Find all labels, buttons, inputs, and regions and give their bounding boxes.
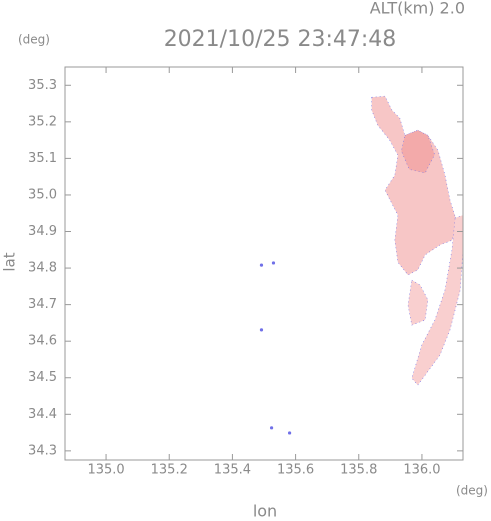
echo-point [259,328,264,332]
y-tick-label: 34.4 [28,407,57,422]
echo-area [371,95,459,276]
x-tick-label: 135.4 [214,463,251,478]
y-tick-label: 35.0 [28,187,57,202]
x-tick-label: 135.0 [87,463,124,478]
y-tick-label: 35.3 [28,78,57,93]
y-unit: (deg) [18,33,50,47]
y-tick-label: 34.8 [28,261,57,276]
y-tick-label: 34.3 [28,443,57,458]
echo-point [269,426,274,430]
plot-frame [64,66,464,461]
echo-area [407,279,429,326]
x-tick-label: 135.8 [340,463,377,478]
altitude-label: ALT(km) 2.0 [370,0,465,18]
y-tick-label: 34.6 [28,334,57,349]
y-tick-label: 35.1 [28,151,57,166]
echo-area [401,129,435,174]
x-tick-label: 135.2 [151,463,188,478]
echo-area [411,214,464,386]
x-unit: (deg) [456,484,488,498]
echo-point [287,431,292,435]
y-tick-label: 34.9 [28,224,57,239]
echo-point [259,263,264,267]
y-tick-label: 34.7 [28,297,57,312]
x-tick-label: 135.6 [277,463,314,478]
x-tick-label: 136.0 [403,463,440,478]
x-axis-label: lon [253,502,277,521]
chart-title: 2021/10/25 23:47:48 [164,27,397,52]
plot-area [259,95,464,435]
echo-point [271,261,276,265]
y-tick-label: 35.2 [28,114,57,129]
y-axis-label: lat [1,252,19,271]
y-tick-label: 34.5 [28,370,57,385]
